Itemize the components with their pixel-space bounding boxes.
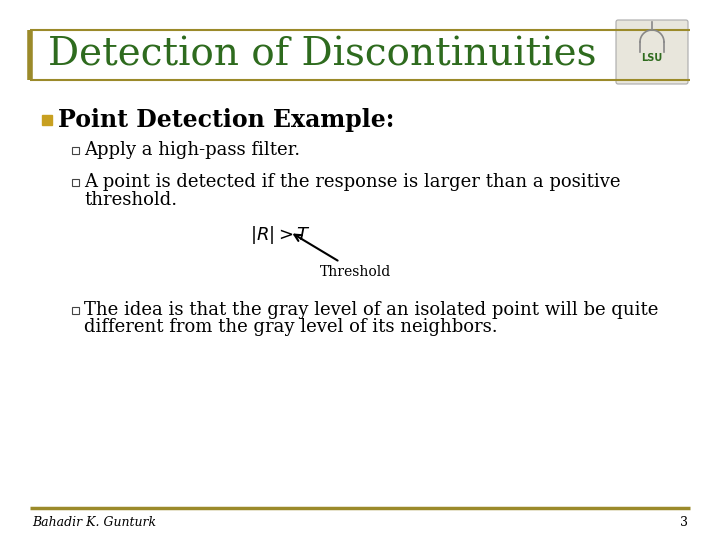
Bar — [72, 307, 79, 314]
Text: The idea is that the gray level of an isolated point will be quite: The idea is that the gray level of an is… — [84, 301, 658, 319]
Text: Detection of Discontinuities: Detection of Discontinuities — [48, 37, 596, 73]
Text: 3: 3 — [680, 516, 688, 529]
Bar — [72, 179, 79, 186]
Text: different from the gray level of its neighbors.: different from the gray level of its nei… — [84, 318, 498, 336]
Text: threshold.: threshold. — [84, 191, 177, 209]
Text: Point Detection Example:: Point Detection Example: — [58, 108, 395, 132]
Bar — [42, 115, 52, 125]
Text: Threshold: Threshold — [320, 265, 391, 279]
Text: $|R|>T$: $|R|>T$ — [250, 224, 311, 246]
FancyBboxPatch shape — [616, 20, 688, 84]
Bar — [72, 146, 79, 153]
Text: Bahadir K. Gunturk: Bahadir K. Gunturk — [32, 516, 156, 529]
Text: A point is detected if the response is larger than a positive: A point is detected if the response is l… — [84, 173, 621, 191]
Text: LSU: LSU — [642, 53, 662, 63]
Text: Apply a high-pass filter.: Apply a high-pass filter. — [84, 141, 300, 159]
